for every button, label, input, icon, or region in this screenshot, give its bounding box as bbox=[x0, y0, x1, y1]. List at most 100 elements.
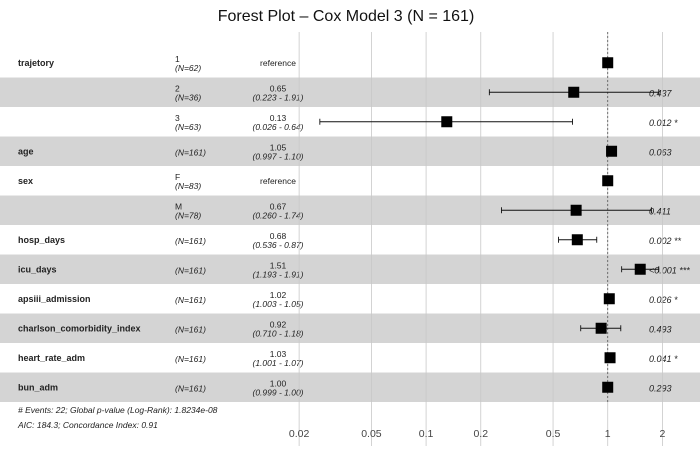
ci-label: (1.001 - 1.07) bbox=[252, 358, 303, 368]
variable-label: trajetory bbox=[18, 58, 54, 68]
p-value-label: 0.493 bbox=[649, 324, 672, 334]
level-n: (N=36) bbox=[175, 92, 201, 102]
level-label: (N=161) bbox=[175, 383, 206, 393]
estimate-value: 0.67 bbox=[270, 201, 287, 211]
level-label: 2 (N=36) bbox=[175, 83, 201, 102]
hr-marker bbox=[602, 381, 614, 393]
estimate-value: 1.00 bbox=[270, 378, 287, 388]
row-shade bbox=[0, 372, 700, 402]
hr-marker bbox=[595, 322, 607, 334]
x-tick-label: 0.5 bbox=[546, 428, 561, 440]
estimate-label: 0.65 (0.223 - 1.91) bbox=[252, 83, 303, 102]
estimate-value: 1.51 bbox=[270, 260, 287, 270]
estimate-value: 0.13 bbox=[270, 113, 287, 123]
estimate-label: 1.03 (1.001 - 1.07) bbox=[252, 349, 303, 368]
estimate-label: 0.68 (0.536 - 0.87) bbox=[252, 231, 303, 250]
level-label: (N=161) bbox=[175, 324, 206, 334]
estimate-label: reference bbox=[260, 58, 296, 68]
footnote-events: # Events: 22; Global p-value (Log-Rank):… bbox=[18, 405, 218, 415]
ci-label: (0.260 - 1.74) bbox=[252, 210, 303, 220]
level-label: (N=161) bbox=[175, 354, 206, 364]
ci-label: (0.026 - 0.64) bbox=[252, 122, 303, 132]
estimate-label: 1.05 (0.997 - 1.10) bbox=[252, 142, 303, 161]
level-label: (N=161) bbox=[175, 295, 206, 305]
x-tick-label: 0.2 bbox=[473, 428, 488, 440]
estimate-value: 0.92 bbox=[270, 319, 287, 329]
ci-label: (0.997 - 1.10) bbox=[252, 151, 303, 161]
p-value-label: <0.001 *** bbox=[649, 265, 690, 275]
hr-marker bbox=[606, 145, 618, 157]
estimate-label: 0.67 (0.260 - 1.74) bbox=[252, 201, 303, 220]
level-value: 2 bbox=[175, 83, 180, 93]
estimate-label: reference bbox=[260, 176, 296, 186]
p-value-label: 0.411 bbox=[649, 206, 671, 216]
ci-label: (1.003 - 1.05) bbox=[252, 299, 303, 309]
level-value: 1 bbox=[175, 54, 180, 64]
level-label: F (N=83) bbox=[175, 172, 201, 191]
variable-label: sex bbox=[18, 176, 33, 186]
p-value-label: 0.293 bbox=[649, 383, 672, 393]
level-label: 1 (N=62) bbox=[175, 54, 201, 73]
level-label: M (N=78) bbox=[175, 201, 201, 220]
chart-title: Forest Plot – Cox Model 3 (N = 161) bbox=[218, 8, 475, 25]
estimate-value: 0.68 bbox=[270, 231, 287, 241]
hr-marker bbox=[634, 263, 646, 275]
p-value-label: 0.437 bbox=[649, 88, 673, 98]
level-label: (N=161) bbox=[175, 265, 206, 275]
estimate-value: 1.02 bbox=[270, 290, 287, 300]
variable-label: heart_rate_adm bbox=[18, 353, 85, 363]
level-n: (N=83) bbox=[175, 181, 201, 191]
hr-marker bbox=[602, 57, 614, 69]
estimate-label: 1.51 (1.193 - 1.91) bbox=[252, 260, 303, 279]
level-value: 3 bbox=[175, 113, 180, 123]
footnote-aic: AIC: 184.3; Concordance Index: 0.91 bbox=[17, 420, 158, 430]
level-n: (N=78) bbox=[175, 210, 201, 220]
x-axis-ticks: 0.02 0.05 0.1 0.2 0.5 1 2 bbox=[289, 428, 666, 440]
p-value-label: 0.026 * bbox=[649, 295, 678, 305]
ci-label: (0.999 - 1.00) bbox=[252, 387, 303, 397]
variable-label: age bbox=[18, 146, 34, 156]
estimate-label: 0.13 (0.026 - 0.64) bbox=[252, 113, 303, 132]
estimate-label: 1.02 (1.003 - 1.05) bbox=[252, 290, 303, 309]
grid-layer bbox=[298, 32, 663, 446]
estimate-value: 1.05 bbox=[270, 142, 287, 152]
ci-label: (0.536 - 0.87) bbox=[252, 240, 303, 250]
level-n: (N=63) bbox=[175, 122, 201, 132]
estimate-value: 0.65 bbox=[270, 83, 287, 93]
level-n: (N=62) bbox=[175, 63, 201, 73]
hr-marker bbox=[602, 175, 614, 187]
variable-label: icu_days bbox=[18, 264, 57, 274]
level-label: (N=161) bbox=[175, 147, 206, 157]
x-tick-label: 0.1 bbox=[419, 428, 434, 440]
ci-label: (1.193 - 1.91) bbox=[252, 269, 303, 279]
estimate-label: 0.92 (0.710 - 1.18) bbox=[252, 319, 303, 338]
ci-label: (0.710 - 1.18) bbox=[252, 328, 303, 338]
variable-label: bun_adm bbox=[18, 382, 58, 392]
hr-marker bbox=[604, 352, 616, 364]
level-value: M bbox=[175, 201, 182, 211]
level-value: F bbox=[175, 172, 180, 182]
hr-marker bbox=[603, 293, 615, 305]
ci-label: (0.223 - 1.91) bbox=[252, 92, 303, 102]
level-label: (N=161) bbox=[175, 236, 206, 246]
variable-label: charlson_comorbidity_index bbox=[18, 323, 141, 333]
p-value-label: 0.002 ** bbox=[649, 236, 682, 246]
level-label: 3 (N=63) bbox=[175, 113, 201, 132]
estimate-value: 1.03 bbox=[270, 349, 287, 359]
x-tick-label: 0.05 bbox=[361, 428, 382, 440]
hr-marker bbox=[571, 234, 583, 246]
estimate-label: 1.00 (0.999 - 1.00) bbox=[252, 378, 303, 397]
row-shade bbox=[0, 254, 700, 284]
p-value-label: 0.041 * bbox=[649, 354, 678, 364]
p-value-label: 0.012 * bbox=[649, 118, 678, 128]
marks-layer bbox=[319, 57, 660, 393]
row-shade bbox=[0, 136, 700, 166]
x-tick-label: 2 bbox=[659, 428, 665, 440]
x-tick-label: 0.02 bbox=[289, 428, 310, 440]
hr-marker bbox=[570, 204, 582, 216]
hr-marker bbox=[568, 86, 580, 98]
hr-marker bbox=[441, 116, 453, 128]
variable-label: apsiii_admission bbox=[18, 294, 91, 304]
